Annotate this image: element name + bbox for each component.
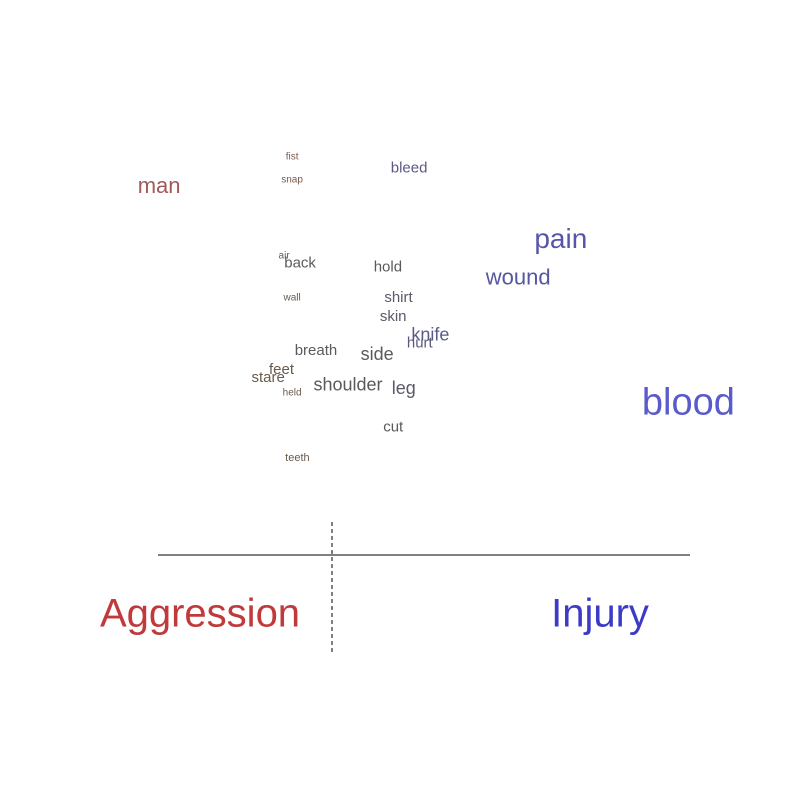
word-label-pain: pain [534,223,587,254]
word-label-wound: wound [485,265,551,290]
word-label-feet: feet [269,361,295,378]
word-label-back: back [284,254,316,271]
word-label-breath: breath [295,342,338,359]
group-label-aggression: Aggression [100,592,300,636]
word-label-shirt: shirt [384,289,413,306]
word-label-man: man [138,173,181,198]
group-labels-layer: Aggression Injury [100,592,649,636]
axis-layer [158,522,690,655]
group-label-injury: Injury [551,592,649,636]
word-label-knife: knife [411,325,449,345]
word-label-hold: hold [374,258,402,275]
word-label-fist: fist [286,152,299,163]
word-label-shoulder: shoulder [313,374,382,394]
word-label-cut: cut [383,418,404,435]
word-label-side: side [361,344,394,364]
word-label-snap: snap [281,174,303,185]
word-label-teeth: teeth [285,452,309,464]
word-label-blood: blood [642,382,735,424]
word-label-bleed: bleed [391,159,428,176]
word-label-hurt: hurt [407,334,434,351]
word-label-leg: leg [392,378,416,398]
word-label-air: air [279,251,291,262]
word-label-wall: wall [282,292,300,303]
word-label-stare: stare [252,369,285,386]
word-label-held: held [283,388,302,399]
word-label-skin: skin [380,308,407,325]
